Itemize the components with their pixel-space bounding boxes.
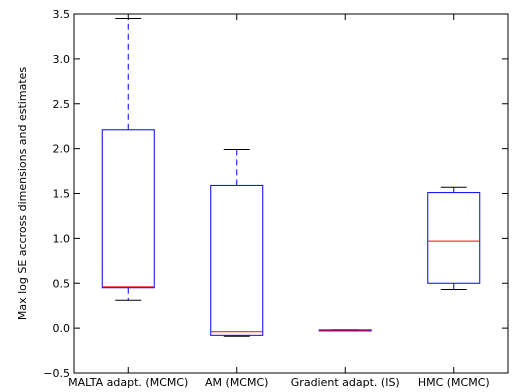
x-tick-label: AM (MCMC) bbox=[205, 376, 268, 389]
box bbox=[101, 129, 155, 289]
x-tick-label: HMC (MCMC) bbox=[418, 376, 490, 389]
y-axis: −0.5 0.0 0.5 1.0 1.5 2.0 2.5 3.0 3.5 bbox=[43, 8, 508, 380]
box bbox=[210, 184, 264, 336]
box bbox=[427, 192, 481, 284]
y-tick-label: 0.0 bbox=[53, 322, 71, 335]
y-tick-label: 3.5 bbox=[53, 8, 71, 21]
y-tick-label: 2.5 bbox=[53, 98, 71, 111]
boxes bbox=[101, 17, 481, 337]
plot-area bbox=[73, 13, 509, 374]
y-tick-label: −0.5 bbox=[43, 367, 70, 380]
y-tick-label: 3.0 bbox=[53, 53, 71, 66]
x-axis: MALTA adapt. (MCMC) AM (MCMC) Gradient ada… bbox=[68, 14, 490, 389]
y-tick-label: 2.0 bbox=[53, 143, 71, 156]
x-tick-label: MALTA adapt. (MCMC) bbox=[68, 376, 188, 389]
box-group bbox=[101, 17, 155, 301]
box-group bbox=[427, 186, 481, 291]
y-tick-label: 1.5 bbox=[53, 188, 71, 201]
y-tick-label: 1.0 bbox=[53, 232, 71, 245]
box-group bbox=[318, 329, 372, 332]
box-group bbox=[210, 149, 264, 337]
x-tick-label: Gradient adapt. (IS) bbox=[291, 376, 400, 389]
y-tick-label: 0.5 bbox=[53, 277, 71, 290]
y-axis-label: Max log SE accross dimensions and estima… bbox=[16, 67, 29, 321]
